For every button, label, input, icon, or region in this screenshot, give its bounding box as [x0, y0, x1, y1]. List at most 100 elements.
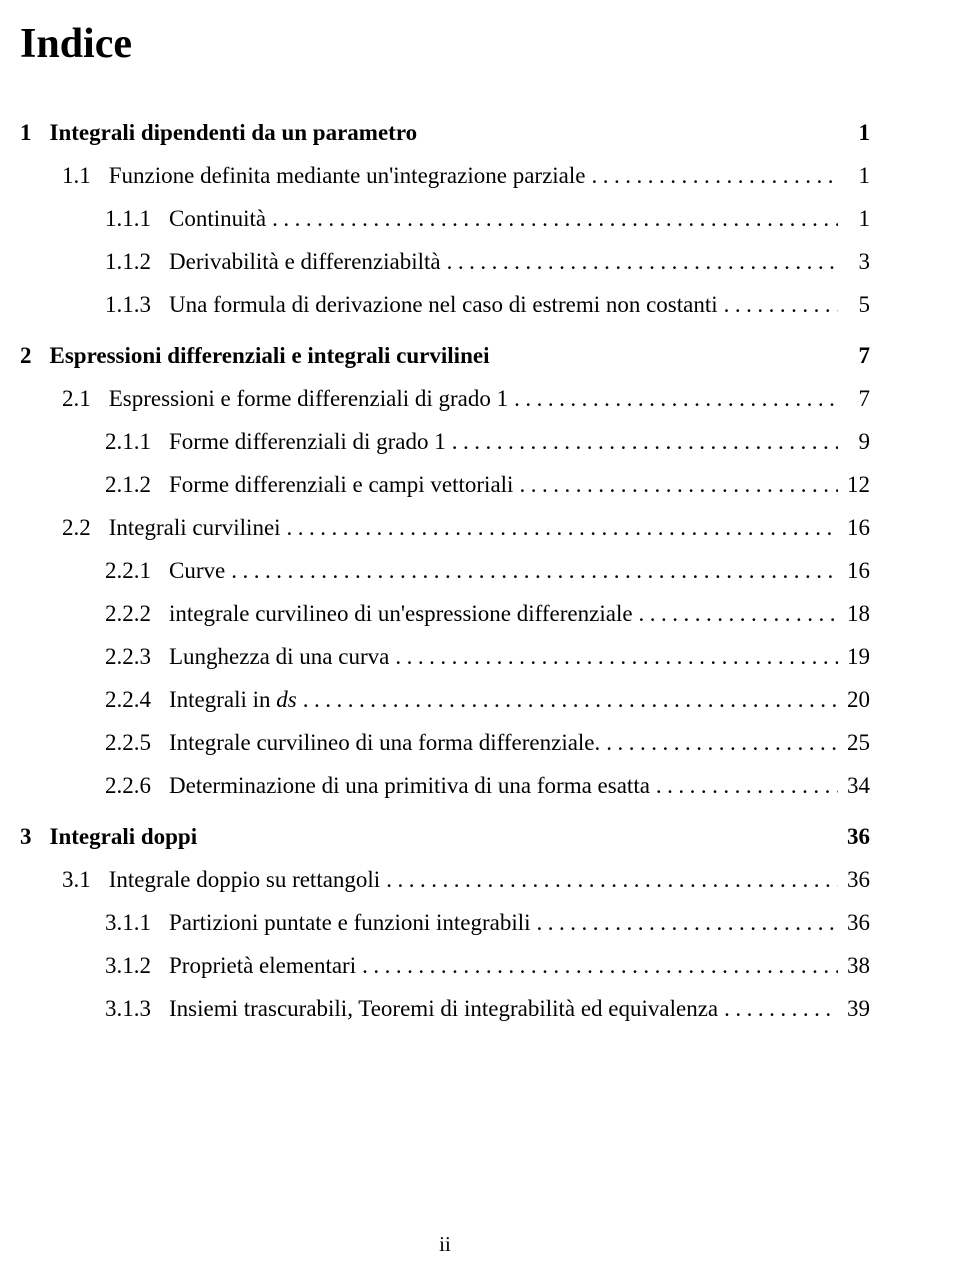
toc-entry: 2.2.3Lunghezza di una curva.............… — [20, 644, 870, 670]
toc-entry-number: 2.1 — [62, 386, 109, 412]
toc-entry-number: 2.2.3 — [105, 644, 169, 670]
toc-entry-label: Una formula di derivazione nel caso di e… — [169, 292, 718, 318]
toc-dot-leader: ........................................… — [281, 515, 838, 541]
toc-entry-page: 39 — [838, 996, 870, 1022]
toc-entry-page: 16 — [838, 558, 870, 584]
toc-entry-number: 3 — [20, 824, 50, 850]
toc-entry: 1.1.3Una formula di derivazione nel caso… — [20, 292, 870, 318]
toc-entry-label: Forme differenziali e campi vettoriali — [169, 472, 513, 498]
toc-entry-label: Curve — [169, 558, 225, 584]
table-of-contents: 1Integrali dipendenti da un parametro11.… — [20, 120, 870, 1022]
toc-entry-number: 2 — [20, 343, 50, 369]
toc-entry: 2.1.2Forme differenziali e campi vettori… — [20, 472, 870, 498]
toc-entry: 3.1.2Proprietà elementari...............… — [20, 953, 870, 979]
toc-dot-leader: ........................................… — [225, 558, 838, 584]
toc-dot-leader: ........................................… — [441, 249, 838, 275]
toc-entry-label: Insiemi trascurabili, Teoremi di integra… — [169, 996, 718, 1022]
page-title: Indice — [20, 20, 870, 68]
toc-dot-leader: ........................................… — [600, 730, 838, 756]
toc-entry-label: integrale curvilineo di un'espressione d… — [169, 601, 633, 627]
toc-dot-leader: ........................................… — [266, 206, 838, 232]
toc-entry-page: 38 — [838, 953, 870, 979]
toc-dot-leader: ........................................… — [633, 601, 838, 627]
toc-entry-label: Espressioni differenziali e integrali cu… — [50, 343, 490, 369]
toc-entry: 2.2.1Curve..............................… — [20, 558, 870, 584]
toc-dot-leader: ........................................… — [508, 386, 838, 412]
toc-entry: 2.2.5Integrale curvilineo di una forma d… — [20, 730, 870, 756]
toc-dot-leader: ........................................… — [389, 644, 838, 670]
toc-entry: 3.1Integrale doppio su rettangoli.......… — [20, 867, 870, 893]
toc-entry-number: 2.1.1 — [105, 429, 169, 455]
toc-entry-label: Continuità — [169, 206, 266, 232]
toc-entry-number: 2.2.5 — [105, 730, 169, 756]
toc-entry: 2.2.2integrale curvilineo di un'espressi… — [20, 601, 870, 627]
toc-entry-label: Integrale curvilineo di una forma differ… — [169, 730, 600, 756]
toc-entry-label: Integrale doppio su rettangoli — [109, 867, 380, 893]
toc-entry: 1Integrali dipendenti da un parametro1 — [20, 120, 870, 146]
toc-entry: 2Espressioni differenziali e integrali c… — [20, 343, 870, 369]
toc-entry-number: 2.2.1 — [105, 558, 169, 584]
toc-entry-page: 16 — [838, 515, 870, 541]
toc-entry-number: 1.1.3 — [105, 292, 169, 318]
toc-entry-page: 34 — [838, 773, 870, 799]
toc-entry-label: Proprietà elementari — [169, 953, 356, 979]
toc-entry-page: 20 — [838, 687, 870, 713]
toc-entry-label: Funzione definita mediante un'integrazio… — [109, 163, 586, 189]
toc-entry-label: Integrali dipendenti da un parametro — [50, 120, 418, 146]
toc-entry-label: Integrali curvilinei — [109, 515, 281, 541]
toc-entry-number: 2.1.2 — [105, 472, 169, 498]
toc-entry-page: 19 — [838, 644, 870, 670]
toc-entry-label: Integrali doppi — [50, 824, 198, 850]
toc-entry-page: 18 — [838, 601, 870, 627]
toc-entry: 1.1.2Derivabilità e differenziabiltà....… — [20, 249, 870, 275]
toc-entry-number: 2.2.4 — [105, 687, 169, 713]
toc-entry-number: 3.1.3 — [105, 996, 169, 1022]
toc-entry-page: 9 — [838, 429, 870, 455]
toc-entry-number: 3.1 — [62, 867, 109, 893]
toc-dot-leader: ........................................… — [650, 773, 838, 799]
toc-entry-page: 7 — [838, 343, 870, 369]
toc-entry-label: Integrali in ds — [169, 687, 297, 713]
toc-entry-number: 1.1.1 — [105, 206, 169, 232]
toc-entry-page: 1 — [838, 120, 870, 146]
toc-entry-number: 1.1 — [62, 163, 109, 189]
toc-dot-leader: ........................................… — [718, 996, 838, 1022]
toc-entry-page: 1 — [838, 206, 870, 232]
toc-dot-leader: ........................................… — [446, 429, 838, 455]
toc-entry: 3.1.1Partizioni puntate e funzioni integ… — [20, 910, 870, 936]
toc-entry-number: 3.1.2 — [105, 953, 169, 979]
toc-entry-page: 12 — [838, 472, 870, 498]
toc-entry-label: Lunghezza di una curva — [169, 644, 389, 670]
toc-entry-label: Partizioni puntate e funzioni integrabil… — [169, 910, 531, 936]
toc-entry-page: 36 — [838, 867, 870, 893]
toc-entry-label: Determinazione di una primitiva di una f… — [169, 773, 650, 799]
toc-dot-leader: ........................................… — [585, 163, 838, 189]
toc-entry: 2.2Integrali curvilinei.................… — [20, 515, 870, 541]
toc-entry: 2.1Espressioni e forme differenziali di … — [20, 386, 870, 412]
toc-entry: 1.1Funzione definita mediante un'integra… — [20, 163, 870, 189]
toc-entry: 2.2.6Determinazione di una primitiva di … — [20, 773, 870, 799]
toc-dot-leader: ........................................… — [718, 292, 838, 318]
toc-dot-leader: ........................................… — [531, 910, 838, 936]
toc-entry-page: 36 — [838, 910, 870, 936]
toc-entry-page: 1 — [838, 163, 870, 189]
toc-entry-label: Espressioni e forme differenziali di gra… — [109, 386, 508, 412]
toc-entry: 1.1.1Continuità.........................… — [20, 206, 870, 232]
toc-dot-leader: ........................................… — [297, 687, 838, 713]
toc-entry-number: 1 — [20, 120, 50, 146]
toc-entry: 2.2.4Integrali in ds....................… — [20, 687, 870, 713]
toc-entry-page: 5 — [838, 292, 870, 318]
toc-entry-page: 7 — [838, 386, 870, 412]
toc-entry-number: 1.1.2 — [105, 249, 169, 275]
toc-dot-leader: ........................................… — [356, 953, 838, 979]
toc-entry: 2.1.1Forme differenziali di grado 1.....… — [20, 429, 870, 455]
toc-entry-page: 3 — [838, 249, 870, 275]
toc-entry-number: 2.2 — [62, 515, 109, 541]
toc-entry-page: 25 — [838, 730, 870, 756]
toc-entry: 3.1.3Insiemi trascurabili, Teoremi di in… — [20, 996, 870, 1022]
toc-entry-number: 3.1.1 — [105, 910, 169, 936]
toc-entry-label: Forme differenziali di grado 1 — [169, 429, 446, 455]
toc-entry: 3Integrali doppi36 — [20, 824, 870, 850]
toc-entry-label: Derivabilità e differenziabiltà — [169, 249, 441, 275]
page-footer: ii — [0, 1232, 925, 1257]
